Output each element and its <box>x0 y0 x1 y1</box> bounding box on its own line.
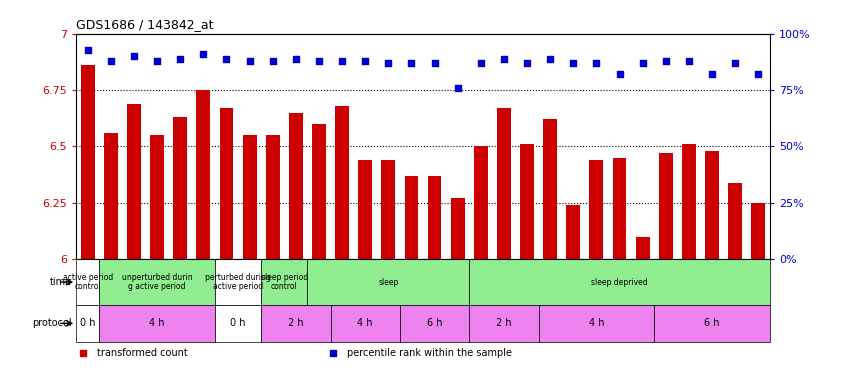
Text: time: time <box>50 277 72 287</box>
Bar <box>335 106 349 259</box>
Point <box>382 60 395 66</box>
Text: sleep period
control: sleep period control <box>261 273 308 291</box>
Bar <box>470 305 539 342</box>
Bar <box>261 259 307 305</box>
Point <box>266 58 279 64</box>
Bar <box>312 124 326 259</box>
Bar <box>566 205 580 259</box>
Point <box>359 58 372 64</box>
Bar <box>404 176 419 259</box>
Point <box>451 85 464 91</box>
Point <box>173 56 187 62</box>
Bar <box>76 305 99 342</box>
Bar <box>659 153 673 259</box>
Bar <box>400 305 470 342</box>
Bar <box>196 90 211 259</box>
Bar <box>705 151 719 259</box>
Point <box>289 56 303 62</box>
Point <box>497 56 511 62</box>
Bar <box>497 108 511 259</box>
Bar <box>150 135 164 259</box>
Bar <box>751 203 766 259</box>
Bar <box>654 305 770 342</box>
Bar <box>99 305 215 342</box>
Point <box>335 58 349 64</box>
Text: 2 h: 2 h <box>288 318 304 328</box>
Point <box>728 60 742 66</box>
Bar <box>358 160 372 259</box>
Bar <box>104 133 118 259</box>
Point <box>613 71 626 77</box>
Point <box>567 60 580 66</box>
Text: unperturbed durin
g active period: unperturbed durin g active period <box>122 273 192 291</box>
Bar <box>331 305 400 342</box>
Bar <box>590 160 603 259</box>
Point <box>590 60 603 66</box>
Bar <box>635 237 650 259</box>
Bar <box>539 305 654 342</box>
Text: 4 h: 4 h <box>150 318 165 328</box>
Point <box>220 56 233 62</box>
Point <box>474 60 487 66</box>
Bar <box>127 104 141 259</box>
Point <box>428 60 442 66</box>
Text: sleep deprived: sleep deprived <box>591 278 648 286</box>
Text: GDS1686 / 143842_at: GDS1686 / 143842_at <box>76 18 214 31</box>
Text: 4 h: 4 h <box>358 318 373 328</box>
Text: 0 h: 0 h <box>80 318 96 328</box>
Text: 2 h: 2 h <box>496 318 512 328</box>
Text: protocol: protocol <box>32 318 72 328</box>
Text: 6 h: 6 h <box>705 318 720 328</box>
Point <box>196 51 210 57</box>
Point <box>81 46 95 53</box>
Bar <box>76 259 99 305</box>
Text: sleep: sleep <box>378 278 398 286</box>
Point <box>312 58 326 64</box>
Point <box>127 53 140 59</box>
Bar <box>728 183 742 259</box>
Bar <box>99 259 215 305</box>
Text: perturbed during
active period: perturbed during active period <box>205 273 271 291</box>
Bar <box>613 158 627 259</box>
Point <box>104 58 118 64</box>
Point <box>520 60 534 66</box>
Bar <box>382 160 395 259</box>
Bar <box>474 147 488 259</box>
Bar <box>543 119 558 259</box>
Bar <box>470 259 770 305</box>
Point <box>636 60 650 66</box>
Point <box>659 58 673 64</box>
Bar <box>243 135 256 259</box>
Bar <box>261 305 331 342</box>
Point <box>751 71 765 77</box>
Bar <box>266 135 280 259</box>
Point <box>706 71 719 77</box>
Text: 0 h: 0 h <box>230 318 245 328</box>
Bar <box>520 144 534 259</box>
Bar <box>288 112 303 259</box>
Bar <box>682 144 696 259</box>
Bar <box>173 117 187 259</box>
Text: 6 h: 6 h <box>427 318 442 328</box>
Point <box>151 58 164 64</box>
Bar <box>80 65 95 259</box>
Text: active period
control: active period control <box>63 273 113 291</box>
Bar <box>451 198 464 259</box>
Point <box>243 58 256 64</box>
Text: transformed count: transformed count <box>97 348 188 358</box>
Bar <box>427 176 442 259</box>
Text: 4 h: 4 h <box>589 318 604 328</box>
Bar <box>307 259 470 305</box>
Point <box>543 56 557 62</box>
Point <box>682 58 695 64</box>
Bar <box>215 259 261 305</box>
Text: percentile rank within the sample: percentile rank within the sample <box>347 348 512 358</box>
Bar <box>219 108 233 259</box>
Point <box>404 60 418 66</box>
Bar <box>215 305 261 342</box>
